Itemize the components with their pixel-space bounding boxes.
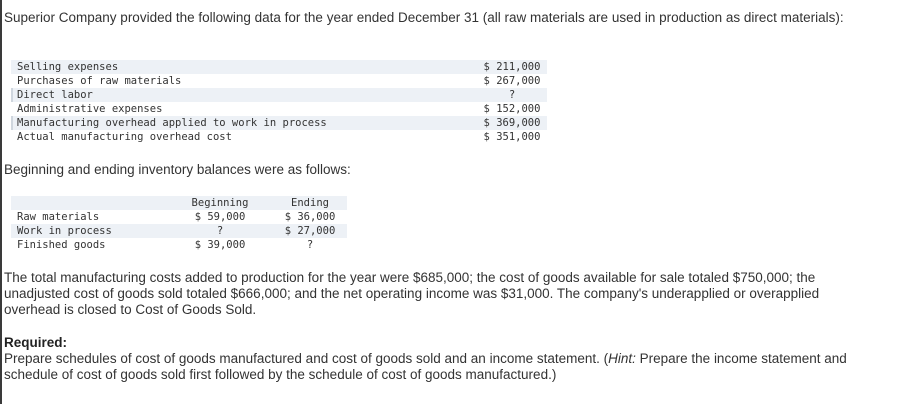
inventory-intro-text: Beginning and ending inventory balances … <box>4 162 351 177</box>
intro-paragraph: Superior Company provided the following … <box>4 10 844 25</box>
table-row: Finished goods $ 39,000 ? <box>11 238 347 252</box>
ending-value: $ 27,000 <box>284 225 336 237</box>
row-label: Administrative expenses <box>17 103 163 115</box>
row-divider <box>11 88 13 102</box>
beginning-value: $ 59,000 <box>194 211 246 223</box>
table-row: Direct labor ? <box>11 88 547 102</box>
row-divider <box>11 116 13 130</box>
row-value: $ 152,000 <box>483 103 541 115</box>
table-row: Actual manufacturing overhead cost $ 351… <box>11 130 547 144</box>
row-label: Work in process <box>17 225 112 237</box>
left-border <box>0 0 2 404</box>
hint-label: Hint: <box>608 351 636 366</box>
beginning-value: $ 39,000 <box>194 239 246 251</box>
row-label: Raw materials <box>17 211 100 223</box>
ending-value: $ 36,000 <box>284 211 336 223</box>
required-text-cont: Prepare the income statement and schedul… <box>4 351 847 382</box>
inventory-table: Beginning Ending Raw materials $ 59,000 … <box>11 196 347 252</box>
table-row: Raw materials $ 59,000 $ 36,000 <box>11 210 347 224</box>
row-value: ? <box>508 89 516 101</box>
required-heading: Required: <box>4 335 68 350</box>
row-label: Purchases of raw materials <box>17 75 182 87</box>
row-label: Selling expenses <box>17 61 119 73</box>
table-header-row: Beginning Ending <box>11 196 347 210</box>
table-row: Selling expenses $ 211,000 <box>11 60 547 74</box>
cost-data-table: Selling expenses $ 211,000 Purchases of … <box>11 60 547 144</box>
column-header-beginning: Beginning <box>191 197 249 209</box>
row-value: $ 267,000 <box>483 75 541 87</box>
summary-paragraph: The total manufacturing costs added to p… <box>4 270 820 317</box>
ending-value: ? <box>306 239 314 251</box>
table-row: Work in process ? $ 27,000 <box>11 224 347 238</box>
row-label: Actual manufacturing overhead cost <box>17 131 232 143</box>
required-text: Prepare schedules of cost of goods manuf… <box>4 351 609 366</box>
beginning-value: ? <box>216 225 224 237</box>
row-label: Manufacturing overhead applied to work i… <box>17 117 327 129</box>
table-row: Purchases of raw materials $ 267,000 <box>11 74 547 88</box>
row-value: $ 351,000 <box>483 131 541 143</box>
row-value: $ 211,000 <box>483 61 541 73</box>
table-row: Manufacturing overhead applied to work i… <box>11 116 547 130</box>
row-label: Direct labor <box>17 89 93 101</box>
table-row: Administrative expenses $ 152,000 <box>11 102 547 116</box>
required-section: Required: Prepare schedules of cost of g… <box>4 335 854 383</box>
column-header-ending: Ending <box>291 197 329 209</box>
row-label: Finished goods <box>17 239 106 251</box>
row-value: $ 369,000 <box>483 117 541 129</box>
